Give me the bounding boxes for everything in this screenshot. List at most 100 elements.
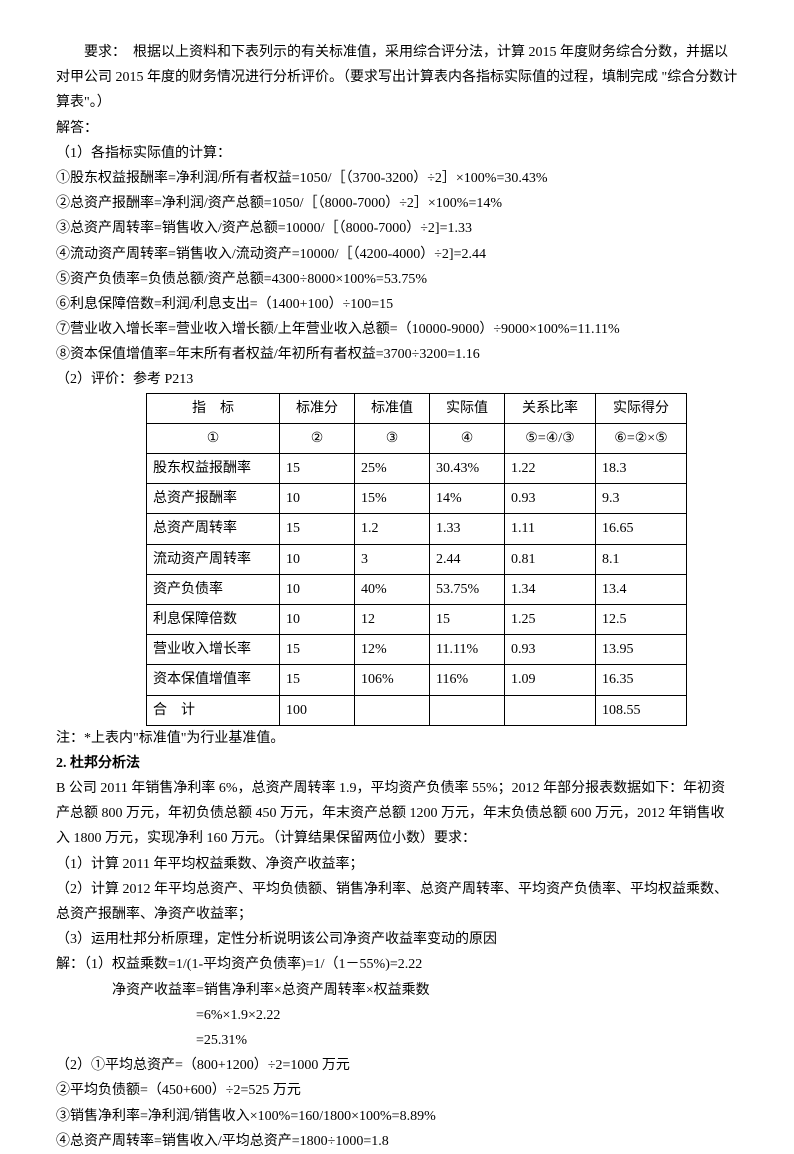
formula-line-5: ⑤资产负债率=负债总额/资产总额=4300÷8000×100%=53.75% xyxy=(56,267,738,292)
table-cell: 11.11% xyxy=(430,635,505,665)
table-cell: 1.2 xyxy=(355,514,430,544)
subtask-1-title: （1）各指标实际值的计算： xyxy=(56,141,738,166)
question-1: （1）计算 2011 年平均权益乘数、净资产收益率； xyxy=(56,852,738,877)
solution-part2-line-2: ③销售净利率=净利润/销售收入×100%=160/1800×100%=8.89% xyxy=(56,1104,738,1129)
table-cell: 16.35 xyxy=(596,665,687,695)
table-cell: 12% xyxy=(355,635,430,665)
table-cell: ② xyxy=(280,423,355,453)
table-cell: 0.93 xyxy=(505,635,596,665)
table-header: 标准分 xyxy=(280,393,355,423)
table-header: 标准值 xyxy=(355,393,430,423)
table-cell: 3 xyxy=(355,544,430,574)
score-table: 指 标 标准分 标准值 实际值 关系比率 实际得分 ① ② ③ ④ ⑤=④/③ … xyxy=(146,393,687,726)
table-cell: 1.34 xyxy=(505,574,596,604)
table-cell: 106% xyxy=(355,665,430,695)
table-cell: 12.5 xyxy=(596,604,687,634)
table-cell: ④ xyxy=(430,423,505,453)
formula-line-8: ⑧资本保值增值率=年末所有者权益/年初所有者权益=3700÷3200=1.16 xyxy=(56,342,738,367)
table-cell: 股东权益报酬率 xyxy=(147,454,280,484)
table-cell: 1.11 xyxy=(505,514,596,544)
table-cell: 13.95 xyxy=(596,635,687,665)
table-header: 实际得分 xyxy=(596,393,687,423)
subtask-2-title: （2）评价：参考 P213 xyxy=(56,367,738,392)
solution-part2-line-1: ②平均负债额=（450+600）÷2=525 万元 xyxy=(56,1078,738,1103)
table-row: 营业收入增长率1512%11.11%0.9313.95 xyxy=(147,635,687,665)
table-cell: ⑥=②×⑤ xyxy=(596,423,687,453)
table-cell: ① xyxy=(147,423,280,453)
table-cell: 40% xyxy=(355,574,430,604)
table-cell: 25% xyxy=(355,454,430,484)
formula-line-6: ⑥利息保障倍数=利润/利息支出=（1400+100）÷100=15 xyxy=(56,292,738,317)
table-cell: 116% xyxy=(430,665,505,695)
solution-part2-line-3: ④总资产周转率=销售收入/平均总资产=1800÷1000=1.8 xyxy=(56,1129,738,1154)
solution-line-4: =25.31% xyxy=(56,1028,738,1053)
solution-line-2: 净资产收益率=销售净利率×总资产周转率×权益乘数 xyxy=(56,978,738,1003)
answer-label: 解答： xyxy=(56,116,738,141)
table-row: 合 计100 108.55 xyxy=(147,695,687,725)
table-cell xyxy=(505,695,596,725)
formula-line-7: ⑦营业收入增长率=营业收入增长额/上年营业收入总额=（10000-9000）÷9… xyxy=(56,317,738,342)
table-header-row: 指 标 标准分 标准值 实际值 关系比率 实际得分 xyxy=(147,393,687,423)
table-cell: ⑤=④/③ xyxy=(505,423,596,453)
table-header: 关系比率 xyxy=(505,393,596,423)
table-cell: 15 xyxy=(280,635,355,665)
table-row: 股东权益报酬率1525%30.43%1.2218.3 xyxy=(147,454,687,484)
table-cell: 8.1 xyxy=(596,544,687,574)
section-2-title: 2. 杜邦分析法 xyxy=(56,751,738,776)
table-cell: 10 xyxy=(280,574,355,604)
solution-part2-line-0: （2）①平均总资产=（800+1200）÷2=1000 万元 xyxy=(56,1053,738,1078)
table-note: 注：*上表内"标准值"为行业基准值。 xyxy=(56,726,738,751)
table-cell: 100 xyxy=(280,695,355,725)
table-cell: 流动资产周转率 xyxy=(147,544,280,574)
table-cell: 1.22 xyxy=(505,454,596,484)
table-cell: 资产负债率 xyxy=(147,574,280,604)
table-cell: 1.09 xyxy=(505,665,596,695)
table-cell: 15 xyxy=(280,514,355,544)
table-cell: 53.75% xyxy=(430,574,505,604)
table-cell: 15% xyxy=(355,484,430,514)
table-number-row: ① ② ③ ④ ⑤=④/③ ⑥=②×⑤ xyxy=(147,423,687,453)
table-cell xyxy=(355,695,430,725)
table-row: 资本保值增值率15106%116%1.0916.35 xyxy=(147,665,687,695)
table-cell: 14% xyxy=(430,484,505,514)
formula-line-1: ①股东权益报酬率=净利润/所有者权益=1050/［（3700-3200）÷2］×… xyxy=(56,166,738,191)
table-cell: 资本保值增值率 xyxy=(147,665,280,695)
formula-line-2: ②总资产报酬率=净利润/资产总额=1050/［（8000-7000）÷2］×10… xyxy=(56,191,738,216)
table-cell: 总资产周转率 xyxy=(147,514,280,544)
table-row: 总资产报酬率1015%14%0.939.3 xyxy=(147,484,687,514)
table-cell: 10 xyxy=(280,484,355,514)
table-cell: 10 xyxy=(280,604,355,634)
table-cell: 15 xyxy=(280,454,355,484)
table-cell: 13.4 xyxy=(596,574,687,604)
table-header: 实际值 xyxy=(430,393,505,423)
table-cell: 15 xyxy=(430,604,505,634)
table-header: 指 标 xyxy=(147,393,280,423)
table-cell: 30.43% xyxy=(430,454,505,484)
table-cell: 总资产报酬率 xyxy=(147,484,280,514)
table-cell: 合 计 xyxy=(147,695,280,725)
table-row: 资产负债率1040%53.75%1.3413.4 xyxy=(147,574,687,604)
solution-line-3: =6%×1.9×2.22 xyxy=(56,1003,738,1028)
table-cell: ③ xyxy=(355,423,430,453)
table-cell: 利息保障倍数 xyxy=(147,604,280,634)
table-cell: 0.93 xyxy=(505,484,596,514)
table-row: 总资产周转率151.21.331.1116.65 xyxy=(147,514,687,544)
table-cell: 18.3 xyxy=(596,454,687,484)
table-cell: 15 xyxy=(280,665,355,695)
question-3: （3）运用杜邦分析原理，定性分析说明该公司净资产收益率变动的原因 xyxy=(56,927,738,952)
table-cell: 1.25 xyxy=(505,604,596,634)
table-cell: 营业收入增长率 xyxy=(147,635,280,665)
table-cell: 16.65 xyxy=(596,514,687,544)
table-cell: 2.44 xyxy=(430,544,505,574)
requirement-text: 要求： 根据以上资料和下表列示的有关标准值，采用综合评分法，计算 2015 年度… xyxy=(56,40,738,116)
solution-line-1: 解：（1）权益乘数=1/(1-平均资产负债率)=1/（1－55%)=2.22 xyxy=(56,952,738,977)
table-row: 利息保障倍数1012151.2512.5 xyxy=(147,604,687,634)
table-cell: 108.55 xyxy=(596,695,687,725)
table-cell: 1.33 xyxy=(430,514,505,544)
table-cell: 10 xyxy=(280,544,355,574)
table-cell: 9.3 xyxy=(596,484,687,514)
question-2: （2）计算 2012 年平均总资产、平均负债额、销售净利率、总资产周转率、平均资… xyxy=(56,877,738,927)
problem-2-text: B 公司 2011 年销售净利率 6%，总资产周转率 1.9，平均资产负债率 5… xyxy=(56,776,738,852)
table-cell xyxy=(430,695,505,725)
formula-line-4: ④流动资产周转率=销售收入/流动资产=10000/［（4200-4000）÷2]… xyxy=(56,242,738,267)
